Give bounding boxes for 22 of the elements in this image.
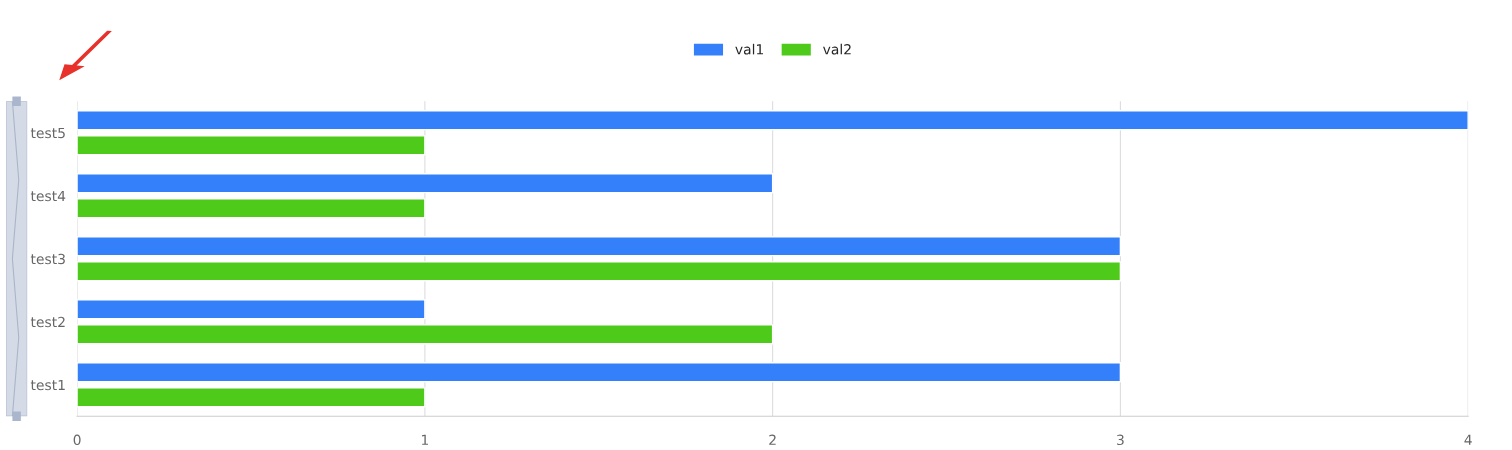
- bar: [77, 173, 774, 194]
- x-tick-label: 2: [769, 434, 776, 445]
- bar: [77, 135, 426, 156]
- x-tick-label: 0: [73, 434, 81, 446]
- y-tick-label: test3: [30, 253, 65, 265]
- x-tick-label: 4: [1464, 434, 1472, 445]
- bar: [77, 110, 1469, 131]
- legend-label: val1: [735, 43, 764, 55]
- bar: [77, 299, 426, 320]
- bar: [77, 324, 774, 345]
- bar: [77, 198, 426, 219]
- y-tick-label: test4: [30, 190, 66, 202]
- bar: [77, 387, 426, 408]
- legend-label: val2: [823, 43, 851, 55]
- bar: [77, 261, 1122, 282]
- bar: [77, 236, 1122, 257]
- x-tick-label: 3: [1117, 434, 1124, 446]
- y-tick-label: test1: [30, 379, 65, 391]
- y-tick-label: test5: [30, 127, 65, 139]
- bar: [77, 362, 1122, 383]
- y-tick-label: test2: [30, 316, 65, 328]
- x-tick-label: 1: [421, 434, 429, 445]
